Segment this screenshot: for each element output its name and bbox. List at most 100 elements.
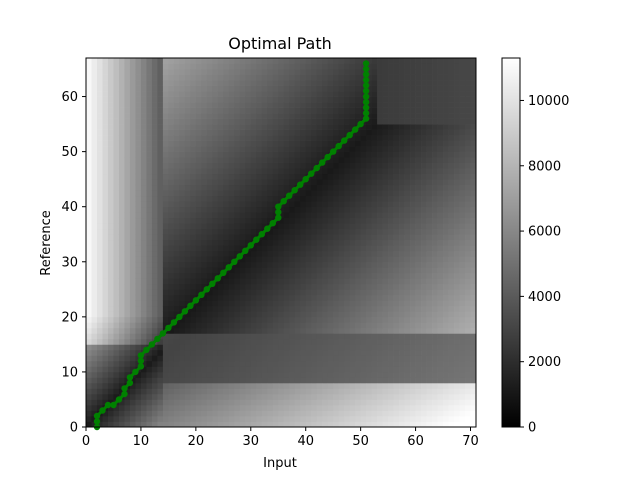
heatmap-cell: [206, 151, 213, 158]
heatmap-cell: [245, 146, 252, 152]
heatmap-cell: [190, 129, 197, 136]
heatmap-cell: [459, 179, 466, 186]
heatmap-cell: [448, 333, 455, 340]
heatmap-cell: [245, 173, 252, 180]
heatmap-cell: [96, 173, 103, 180]
heatmap-cell: [261, 74, 268, 81]
heatmap-cell: [118, 69, 125, 75]
heatmap-cell: [140, 333, 147, 340]
heatmap-cell: [184, 261, 191, 268]
heatmap-cell: [267, 113, 274, 119]
heatmap-cell: [184, 102, 191, 108]
heatmap-cell: [239, 322, 246, 329]
heatmap-cell: [437, 179, 444, 186]
heatmap-cell: [443, 58, 449, 64]
heatmap-cell: [294, 415, 301, 422]
heatmap-cell: [344, 69, 351, 75]
heatmap-cell: [377, 371, 383, 378]
heatmap-cell: [448, 190, 455, 197]
heatmap-cell: [421, 393, 427, 400]
heatmap-cell: [305, 58, 312, 64]
heatmap-cell: [195, 228, 202, 235]
heatmap-cell: [278, 283, 285, 290]
heatmap-cell: [201, 58, 208, 64]
heatmap-cell: [129, 316, 136, 323]
heatmap-cell: [168, 228, 175, 235]
heatmap-cell: [382, 234, 389, 241]
heatmap-cell: [278, 129, 285, 136]
heatmap-cell: [201, 195, 208, 202]
heatmap-cell: [206, 294, 213, 301]
heatmap-cell: [360, 311, 367, 318]
heatmap-cell: [267, 371, 274, 378]
heatmap-cell: [443, 250, 449, 257]
heatmap-cell: [162, 206, 169, 213]
heatmap-cell: [382, 371, 389, 378]
heatmap-cell: [294, 393, 301, 400]
heatmap-cell: [140, 190, 147, 197]
heatmap-cell: [289, 80, 296, 86]
heatmap-cell: [91, 267, 98, 274]
heatmap-cell: [173, 85, 180, 92]
heatmap-cell: [140, 129, 147, 136]
heatmap-cell: [305, 74, 312, 81]
heatmap-cell: [91, 206, 98, 213]
heatmap-cell: [102, 228, 109, 235]
heatmap-cell: [382, 267, 389, 274]
heatmap-cell: [327, 371, 334, 378]
heatmap-cell: [272, 96, 279, 103]
heatmap-cell: [173, 360, 180, 367]
heatmap-cell: [250, 129, 257, 136]
heatmap-cell: [355, 289, 361, 296]
heatmap-cell: [140, 140, 147, 147]
heatmap-cell: [151, 234, 158, 241]
heatmap-cell: [228, 316, 235, 323]
heatmap-cell: [322, 113, 329, 119]
heatmap-cell: [223, 338, 230, 345]
heatmap-cell: [157, 360, 164, 367]
heatmap-cell: [382, 168, 389, 175]
heatmap-cell: [294, 135, 301, 141]
heatmap-cell: [360, 74, 367, 81]
heatmap-cell: [190, 63, 197, 70]
heatmap-cell: [415, 245, 422, 252]
heatmap-cell: [437, 393, 444, 400]
heatmap-cell: [382, 96, 389, 103]
heatmap-cell: [173, 146, 180, 152]
colorbar-tick-label: 2000: [528, 355, 561, 370]
heatmap-cell: [267, 168, 274, 175]
heatmap-cell: [432, 129, 438, 136]
heatmap-cell: [190, 322, 197, 329]
heatmap-cell: [113, 228, 120, 235]
heatmap-cell: [107, 333, 114, 340]
heatmap-cell: [179, 96, 186, 103]
heatmap-cell: [316, 289, 323, 296]
heatmap-cell: [195, 344, 202, 351]
heatmap-cell: [415, 69, 422, 75]
heatmap-cell: [118, 261, 125, 268]
path-point: [181, 308, 189, 315]
heatmap-cell: [448, 168, 455, 175]
heatmap-cell: [360, 63, 367, 70]
heatmap-cell: [272, 157, 279, 163]
heatmap-cell: [371, 151, 378, 158]
heatmap-cell: [465, 74, 471, 81]
heatmap-cell: [228, 195, 235, 202]
heatmap-cell: [201, 371, 208, 378]
heatmap-cell: [465, 190, 471, 197]
heatmap-cell: [86, 201, 92, 208]
heatmap-cell: [86, 223, 92, 230]
heatmap-cell: [470, 113, 477, 119]
heatmap-cell: [113, 217, 120, 224]
heatmap-cell: [278, 162, 285, 169]
heatmap-cell: [470, 173, 477, 180]
heatmap-cell: [338, 338, 345, 345]
heatmap-cell: [201, 129, 208, 136]
heatmap-cell: [388, 217, 394, 224]
heatmap-cell: [459, 206, 466, 213]
heatmap-cell: [327, 245, 334, 252]
heatmap-cell: [261, 58, 268, 64]
heatmap-cell: [250, 58, 257, 64]
heatmap-cell: [426, 267, 433, 274]
heatmap-cell: [399, 206, 405, 213]
